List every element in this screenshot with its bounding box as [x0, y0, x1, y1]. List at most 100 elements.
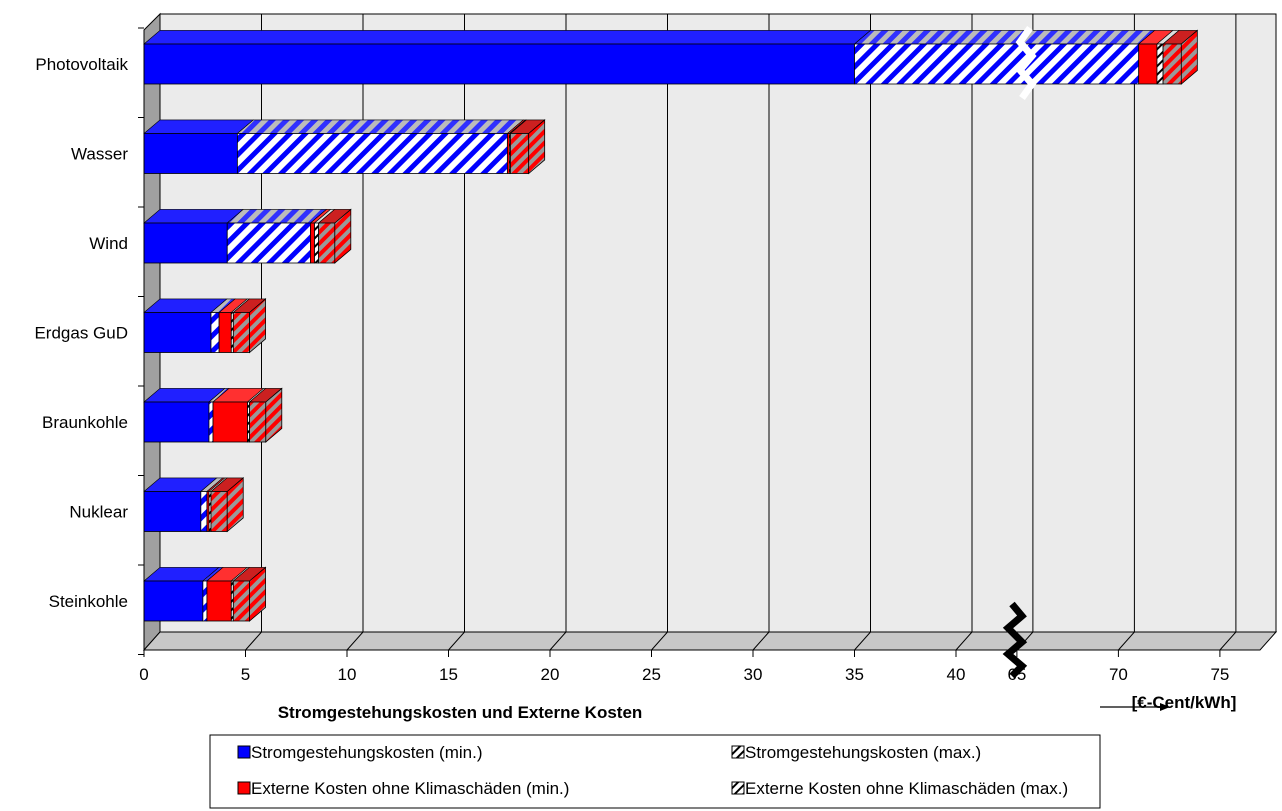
axis-break-marker-bottom — [1002, 601, 1028, 679]
grid-lines — [245, 14, 1237, 651]
bar-wasser — [143, 119, 546, 175]
plot-floor — [142, 631, 1278, 651]
grid-floor-line — [245, 631, 262, 651]
bar-end-cap — [249, 298, 266, 354]
x-axis-title: Stromgestehungskosten und Externe Kosten — [278, 703, 643, 722]
bar-segment — [1162, 43, 1182, 85]
grid-floor-line — [549, 631, 567, 651]
bar-segment — [210, 312, 220, 353]
x-tick-label: 10 — [338, 665, 357, 684]
bar-segment — [318, 222, 336, 264]
x-axis-unit: [€-Cent/kWh] — [1132, 693, 1237, 712]
bar-segment — [510, 133, 530, 174]
bar-segment — [143, 312, 212, 353]
bar-end-cap — [334, 208, 352, 264]
bar-braunkohle — [143, 387, 283, 443]
category-label: Wasser — [71, 145, 128, 164]
legend-swatch-2 — [731, 745, 745, 759]
grid-floor-line — [1219, 631, 1237, 651]
legend-swatch-3 — [237, 781, 251, 795]
bar-top-face — [143, 209, 245, 224]
bar-end-cap — [226, 477, 244, 533]
category-label: Steinkohle — [49, 592, 128, 611]
bar-segment — [143, 580, 204, 622]
bar-segment — [200, 491, 208, 532]
bar-segment — [206, 580, 232, 622]
x-axis-ticks: 0 5 10 15 20 25 30 35 40 65 70 75 — [138, 27, 1229, 684]
bar-wind — [143, 208, 352, 264]
bar-segment — [143, 43, 855, 85]
bar-segment — [249, 401, 267, 443]
bar-nuklear — [143, 477, 245, 533]
grid-floor-line — [752, 631, 770, 651]
x-tick-label: 30 — [744, 665, 763, 684]
x-tick-label: 0 — [139, 665, 148, 684]
bar-segment — [143, 491, 202, 532]
legend-swatch-1 — [237, 745, 251, 759]
grid-floor-line — [1118, 631, 1135, 651]
category-label: Wind — [89, 234, 128, 253]
bar-top-face — [143, 30, 872, 45]
bar-segment — [202, 580, 208, 622]
legend-swatch-4 — [731, 781, 745, 795]
x-tick-label: 40 — [947, 665, 966, 684]
bar-photovoltaik — [143, 29, 1199, 85]
category-label: Erdgas GuD — [34, 324, 128, 343]
legend-item-2: Stromgestehungskosten (max.) — [731, 743, 981, 762]
bar-top-face — [236, 119, 525, 134]
bar-segment — [310, 222, 315, 264]
bar-segment — [232, 580, 250, 622]
bar-erdgas-gud — [143, 298, 267, 354]
bar-end-cap — [249, 566, 266, 622]
category-label: Braunkohle — [42, 413, 128, 432]
bar-segment — [226, 222, 311, 264]
bars — [143, 29, 1199, 622]
bar-segment — [1156, 43, 1164, 85]
category-label: Photovoltaik — [35, 55, 128, 74]
legend-item-1: Stromgestehungskosten (min.) — [237, 743, 483, 762]
bar-top-face — [226, 209, 328, 224]
category-labels: Photovoltaik Wasser Wind Erdgas GuD Braunkoh… — [34, 55, 128, 611]
bar-segment — [210, 491, 228, 532]
grid-floor-line — [448, 631, 465, 651]
bar-segment — [143, 401, 210, 443]
plot-back-wall — [159, 13, 1277, 633]
bar-segment — [218, 312, 232, 353]
legend-item-4: Externe Kosten ohne Klimaschäden (max.) — [731, 779, 1068, 798]
x-tick-label: 25 — [642, 665, 661, 684]
grid-floor-line — [651, 631, 668, 651]
legend-label-4: Externe Kosten ohne Klimaschäden (max.) — [745, 779, 1068, 798]
legend-label-3: Externe Kosten ohne Klimaschäden (min.) — [251, 779, 569, 798]
x-tick-label: 20 — [541, 665, 560, 684]
category-label: Nuklear — [69, 503, 128, 522]
bar-segment — [232, 312, 250, 353]
x-tick-label: 75 — [1210, 665, 1229, 684]
bar-segment — [1138, 43, 1158, 85]
bar-segment — [314, 222, 319, 264]
bar-segment — [236, 133, 508, 174]
bar-top-face — [143, 119, 255, 134]
bar-end-cap — [528, 119, 546, 175]
unit-arrow-head — [1160, 703, 1170, 711]
legend-label-1: Stromgestehungskosten (min.) — [251, 743, 483, 762]
bar-top-face — [853, 30, 1156, 45]
bar-steinkohle — [143, 566, 267, 622]
legend-box — [209, 734, 1101, 809]
bar-segment — [212, 401, 248, 443]
grid-floor-line — [955, 631, 973, 651]
grid-floor-line — [854, 631, 871, 651]
bar-segment — [854, 43, 1140, 85]
x-tick-label: 35 — [845, 665, 864, 684]
x-tick-label: 70 — [1109, 665, 1128, 684]
x-tick-label: 5 — [241, 665, 250, 684]
bar-segment — [143, 133, 238, 174]
axis-break-marker-top — [1015, 25, 1037, 101]
bar-end-cap — [265, 387, 283, 443]
x-tick-label: 15 — [439, 665, 458, 684]
grid-floor-line — [346, 631, 364, 651]
bar-end-cap — [1180, 29, 1198, 85]
legend-item-3: Externe Kosten ohne Klimaschäden (min.) — [237, 779, 569, 798]
legend-label-2: Stromgestehungskosten (max.) — [745, 743, 981, 762]
bar-segment — [208, 401, 214, 443]
